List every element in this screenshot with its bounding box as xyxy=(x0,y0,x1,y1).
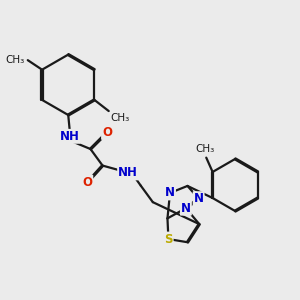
Text: O: O xyxy=(82,176,92,189)
Text: NH: NH xyxy=(118,167,138,179)
Text: NH: NH xyxy=(60,130,80,143)
Text: CH₃: CH₃ xyxy=(5,55,25,65)
Text: N: N xyxy=(194,192,204,205)
Text: N: N xyxy=(165,186,175,200)
Text: CH₃: CH₃ xyxy=(110,112,130,123)
Text: S: S xyxy=(164,232,173,246)
Text: O: O xyxy=(102,126,112,139)
Text: N: N xyxy=(181,202,191,215)
Text: CH₃: CH₃ xyxy=(195,145,214,154)
